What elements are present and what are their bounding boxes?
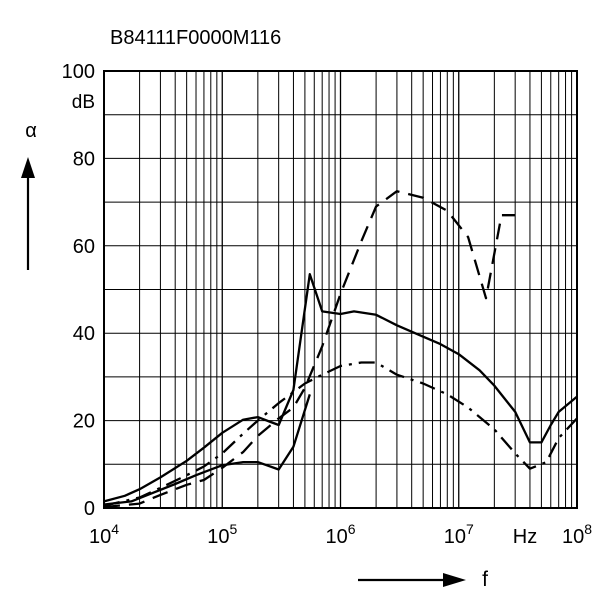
- y-unit-label: dB: [72, 92, 95, 113]
- curve-dashed-1: [103, 190, 516, 509]
- x-tick-label: 108: [562, 521, 592, 548]
- y-axis-arrow: [21, 157, 35, 270]
- x-tick-label: 104: [89, 521, 119, 548]
- x-axis-arrow: [358, 573, 466, 587]
- x-tick-label: 106: [325, 521, 355, 548]
- x-tick-label: 105: [207, 521, 237, 548]
- y-tick-label: 100: [62, 61, 95, 83]
- y-tick-label: 40: [73, 323, 95, 345]
- x-axis-label: f: [482, 568, 488, 590]
- grid: [103, 70, 578, 509]
- curve-solid-3: [103, 394, 311, 506]
- curves: [103, 190, 578, 509]
- x-unit-label: Hz: [513, 526, 537, 548]
- y-tick-label: 60: [73, 236, 95, 258]
- y-axis-label: α: [25, 120, 37, 142]
- y-tick-labels: 0 20 40 60 80 100: [62, 61, 95, 520]
- curve-solid-0: [103, 273, 578, 503]
- plot-frame: [103, 70, 578, 509]
- x-tick-label: 107: [444, 521, 474, 548]
- y-tick-label: 80: [73, 148, 95, 170]
- x-tick-labels: 104 105 106 107 108: [89, 521, 592, 548]
- chart-title: B84111F0000M116: [110, 27, 281, 49]
- y-tick-label: 20: [73, 411, 95, 433]
- curve-dash-dot-2: [103, 361, 578, 507]
- y-tick-label: 0: [84, 498, 95, 520]
